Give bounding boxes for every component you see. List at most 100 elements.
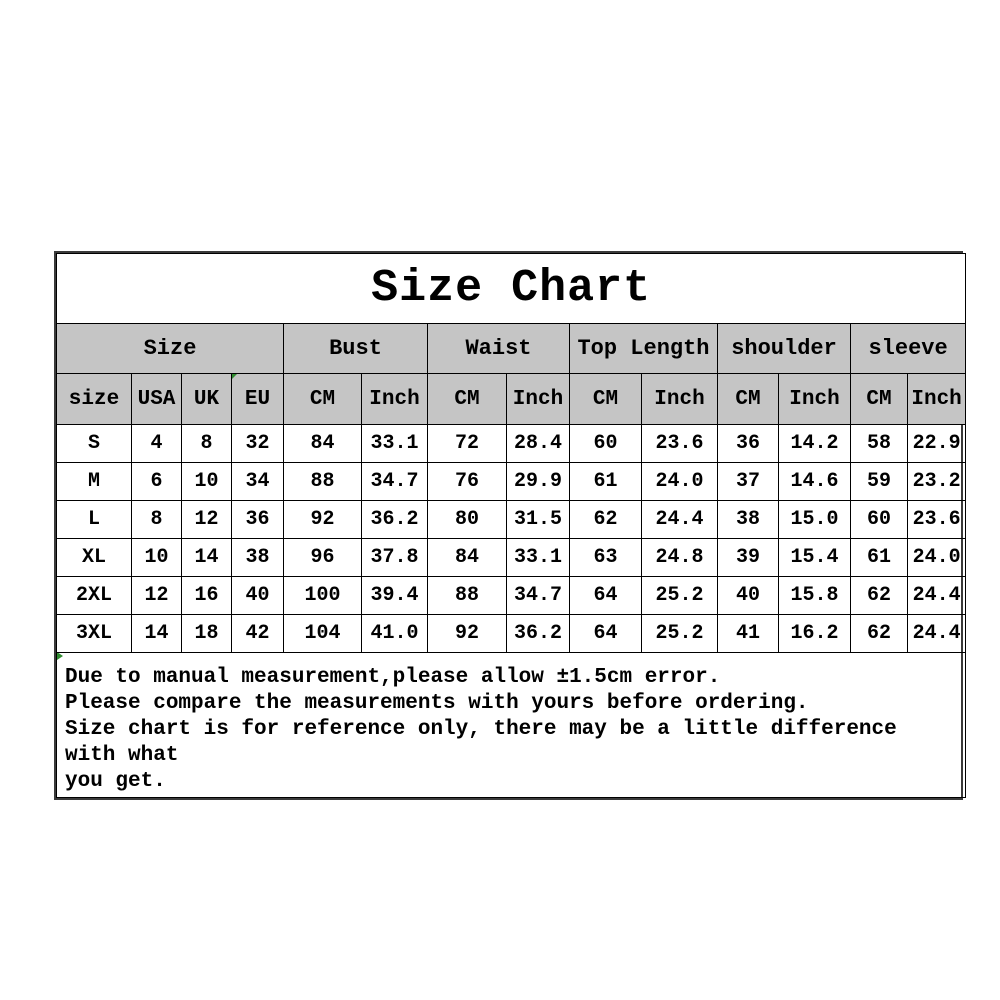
size-table-body: S 4 8 32 84 33.1 72 28.4 60 23.6 36 14.2 58 22.9 M 6 10 3…	[56, 424, 967, 653]
measurement-cell: 14.2	[778, 424, 851, 463]
measurement-cell: 10	[131, 538, 182, 577]
group-header-sleeve: sleeve	[849, 323, 967, 374]
measurement-cell: 18	[181, 614, 232, 653]
measurement-cell: 59	[850, 462, 908, 501]
group-header-top-length: Top Length	[569, 323, 718, 374]
measurement-cell: 41.0	[361, 614, 428, 653]
size-label-cell: 3XL	[56, 614, 132, 653]
measurement-cell: 12	[131, 576, 182, 615]
measurement-cell: 23.6	[906, 500, 967, 539]
measurement-cell: 72	[427, 424, 507, 463]
column-header-uk: UK	[181, 373, 232, 425]
measurement-cell: 39	[717, 538, 779, 577]
column-header-shoulder-inch: Inch	[778, 373, 851, 425]
size-label-cell: 2XL	[56, 576, 132, 615]
measurement-cell: 24.8	[641, 538, 718, 577]
measurement-cell: 96	[283, 538, 362, 577]
measurement-cell: 39.4	[361, 576, 428, 615]
size-label-cell: XL	[56, 538, 132, 577]
column-header-eu-label: EU	[244, 387, 271, 411]
measurement-cell: 16	[181, 576, 232, 615]
measurement-cell: 24.0	[641, 462, 718, 501]
table-row: M 6 10 34 88 34.7 76 29.9 61 24.0 37 14.6 59 23.2	[56, 462, 967, 501]
column-header-shoulder-cm: CM	[717, 373, 779, 425]
measurement-cell: 23.2	[906, 462, 967, 501]
measurement-cell: 40	[717, 576, 779, 615]
measurement-cell: 38	[231, 538, 284, 577]
size-table: Size Chart Size Bust Waist Top Length sh…	[55, 253, 967, 798]
measurement-cell: 64	[569, 576, 642, 615]
measurement-cell: 12	[181, 500, 232, 539]
size-label-cell: L	[56, 500, 132, 539]
measurement-cell: 61	[569, 462, 642, 501]
measurement-cell: 61	[850, 538, 908, 577]
measurement-cell: 36	[231, 500, 284, 539]
size-label-cell: M	[56, 462, 132, 501]
measurement-cell: 14.6	[778, 462, 851, 501]
column-header-bust-inch: Inch	[361, 373, 428, 425]
measurement-cell: 100	[283, 576, 362, 615]
notes-row: Due to manual measurement,please allow ±…	[55, 652, 967, 798]
measurement-cell: 58	[850, 424, 908, 463]
measurement-cell: 84	[427, 538, 507, 577]
group-header-row: Size Bust Waist Top Length shoulder slee…	[56, 323, 967, 374]
measurement-cell: 15.4	[778, 538, 851, 577]
measurement-cell: 80	[427, 500, 507, 539]
measurement-cell: 36.2	[361, 500, 428, 539]
measurement-cell: 33.1	[361, 424, 428, 463]
measurement-cell: 15.0	[778, 500, 851, 539]
group-header-waist: Waist	[427, 323, 570, 374]
column-header-waist-cm: CM	[427, 373, 507, 425]
measurement-cell: 24.0	[906, 538, 967, 577]
measurement-cell: 34	[231, 462, 284, 501]
column-header-size: size	[56, 373, 132, 425]
title-row: Size Chart	[55, 253, 967, 324]
table-row: 2XL 12 16 40 100 39.4 88 34.7 64 25.2 40 15.8 62 24.4	[56, 576, 967, 615]
measurement-cell: 33.1	[506, 538, 570, 577]
column-header-row: size USA UK EU CM Inch CM Inch CM Inch C…	[56, 373, 967, 425]
measurement-cell: 8	[181, 424, 232, 463]
chart-title: Size Chart	[55, 253, 967, 324]
column-header-usa: USA	[131, 373, 182, 425]
table-row: XL 10 14 38 96 37.8 84 33.1 63 24.8 39 15.4 61 24.0	[56, 538, 967, 577]
measurement-cell: 23.6	[641, 424, 718, 463]
measurement-cell: 62	[850, 614, 908, 653]
measurement-cell: 14	[131, 614, 182, 653]
measurement-cell: 4	[131, 424, 182, 463]
group-header-bust: Bust	[283, 323, 428, 374]
group-header-size: Size	[56, 323, 284, 374]
table-row: 3XL 14 18 42 104 41.0 92 36.2 64 25.2 41 16.2 62 24.4	[56, 614, 967, 653]
measurement-cell: 104	[283, 614, 362, 653]
measurement-cell: 10	[181, 462, 232, 501]
note-line: you get.	[65, 770, 166, 793]
measurement-cell: 38	[717, 500, 779, 539]
measurement-cell: 34.7	[506, 576, 570, 615]
measurement-cell: 24.4	[906, 614, 967, 653]
measurement-cell: 8	[131, 500, 182, 539]
measurement-cell: 62	[850, 576, 908, 615]
measurement-cell: 25.2	[641, 614, 718, 653]
cell-note-marker-icon	[232, 374, 237, 379]
column-header-sleeve-cm: CM	[850, 373, 908, 425]
measurement-cell: 15.8	[778, 576, 851, 615]
table-row: L 8 12 36 92 36.2 80 31.5 62 24.4 38 15.0 60 23.6	[56, 500, 967, 539]
note-line: Size chart is for reference only, there …	[65, 718, 897, 767]
measurement-cell: 37	[717, 462, 779, 501]
column-header-top-length-inch: Inch	[641, 373, 718, 425]
column-header-sleeve-inch: Inch	[906, 373, 967, 425]
column-header-eu: EU	[231, 373, 284, 425]
measurement-cell: 40	[231, 576, 284, 615]
column-header-top-length-cm: CM	[569, 373, 642, 425]
measurement-cell: 36.2	[506, 614, 570, 653]
measurement-cell: 88	[427, 576, 507, 615]
table-row: S 4 8 32 84 33.1 72 28.4 60 23.6 36 14.2 58 22.9	[56, 424, 967, 463]
measurement-cell: 88	[283, 462, 362, 501]
measurement-cell: 60	[850, 500, 908, 539]
size-label-cell: S	[56, 424, 132, 463]
measurement-cell: 6	[131, 462, 182, 501]
group-header-shoulder: shoulder	[717, 323, 851, 374]
size-chart-table: Size Chart Size Bust Waist Top Length sh…	[54, 251, 967, 800]
measurement-cell: 42	[231, 614, 284, 653]
measurement-cell: 60	[569, 424, 642, 463]
